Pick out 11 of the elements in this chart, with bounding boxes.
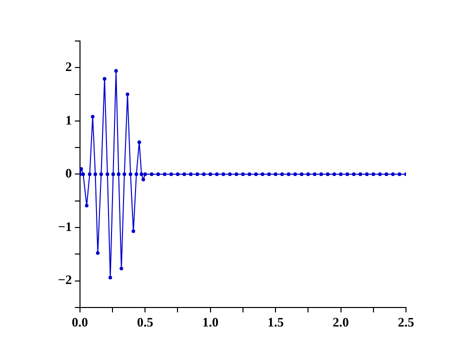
x-tick-label: 0.0 [72,314,88,330]
x-tick-label: 2.0 [332,314,349,330]
x-tick-label: 1.0 [202,314,218,330]
y-tick-label: 1 [65,112,72,128]
y-tick-label: −2 [58,272,72,288]
x-tick-label: 2.5 [398,314,415,330]
y-tick-label: 0 [65,166,72,181]
x-tick-label: 0.5 [137,314,154,330]
y-tick-label: 2 [65,59,72,74]
y-tick-label: −1 [58,218,72,234]
x-tick-label: 1.5 [267,314,284,330]
